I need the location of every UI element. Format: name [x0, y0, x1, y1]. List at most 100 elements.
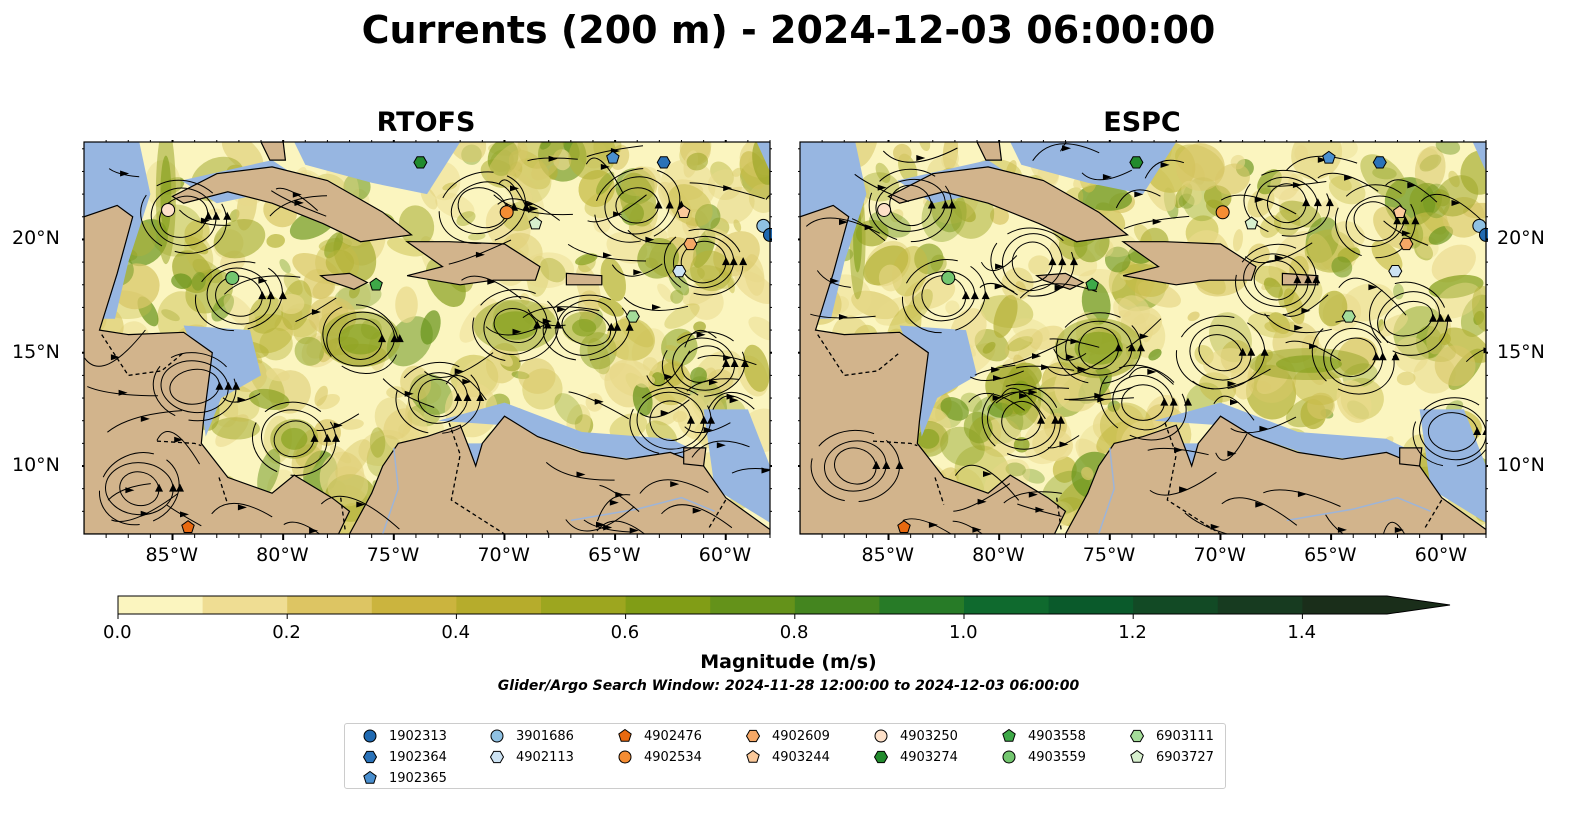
lon-tick-label: 65°W	[588, 544, 641, 566]
legend-label: 3901686	[516, 728, 574, 744]
float-marker-6903111	[625, 310, 640, 323]
colorbar-segment	[710, 596, 796, 614]
lon-tick-label: 65°W	[1304, 544, 1357, 566]
legend-label: 6903111	[1156, 728, 1214, 744]
colorbar-tick-label: 1.2	[1118, 622, 1147, 643]
colorbar-segment	[625, 596, 711, 614]
land-mask	[84, 142, 770, 534]
float-marker-4903559	[225, 270, 240, 285]
legend-item-4902534: 4902534	[616, 747, 702, 767]
float-marker-4902476	[181, 520, 195, 533]
lon-tick-label: 80°W	[256, 544, 309, 566]
colorbar-tick-label: 0.8	[779, 622, 809, 643]
colorbar-segment	[202, 596, 288, 614]
float-marker-4902534	[499, 205, 514, 220]
lon-tick-label: 70°W	[1193, 544, 1246, 566]
map-panel-espc	[798, 140, 1488, 540]
float-marker-4903274	[1129, 156, 1144, 169]
colorbar-tick-label: 1.4	[1287, 622, 1317, 643]
legend-item-4903559: 4903559	[1000, 747, 1086, 767]
legend-item-6903111: 6903111	[1128, 726, 1214, 746]
colorbar-segment	[1048, 596, 1134, 614]
legend-label: 4903274	[900, 749, 958, 765]
pentagon-marker-icon	[363, 770, 377, 784]
legend-label: 4903244	[772, 749, 830, 765]
lon-tick-label: 70°W	[477, 544, 530, 566]
hexagon-marker-icon	[362, 750, 378, 764]
float-legend: 1902313 1902364 1902365 3901686 4902113 49024…	[344, 723, 1226, 789]
colorbar-tick-label: 1.0	[949, 622, 978, 643]
lon-tick-label: 80°W	[972, 544, 1025, 566]
float-marker-4903250	[877, 202, 892, 217]
circle-marker-icon	[1002, 750, 1016, 764]
country-borders	[101, 334, 727, 534]
rivers	[1097, 447, 1431, 534]
lon-tick-label: 75°W	[1082, 544, 1136, 566]
float-marker-6903727	[528, 216, 543, 230]
legend-label: 4903558	[1028, 728, 1086, 744]
float-marker-4902113	[1388, 265, 1403, 278]
float-marker-4902609	[1399, 237, 1414, 251]
lat-tick-label: 15°N	[1497, 340, 1545, 363]
axis-ticks	[82, 140, 772, 540]
lon-tick-label: 85°W	[861, 544, 914, 566]
pentagon-marker-icon	[746, 749, 760, 763]
lat-tick-label: 10°N	[1497, 454, 1545, 477]
hexagon-marker-icon	[489, 750, 505, 764]
legend-item-4902113: 4902113	[488, 747, 574, 767]
float-marker-4902534	[1215, 205, 1230, 220]
panel-title-espc: ESPC	[1103, 107, 1181, 138]
colorbar-tick-label: 0.4	[441, 622, 471, 643]
lon-tick-label: 60°W	[1414, 544, 1468, 566]
pentagon-marker-icon	[618, 728, 632, 742]
circle-marker-icon	[874, 729, 888, 743]
hexagon-marker-icon	[873, 750, 889, 764]
colorbar-tick-label: 0.6	[610, 622, 640, 643]
colorbar-extend-arrow	[1387, 596, 1450, 614]
colorbar-tick-label: 0.2	[272, 622, 301, 643]
legend-label: 1902365	[389, 770, 447, 786]
colorbar-segment	[794, 596, 880, 614]
legend-label: 4902609	[772, 728, 830, 744]
panel-title-rtofs: RTOFS	[376, 107, 476, 138]
current-streamlines	[84, 145, 770, 534]
lon-tick-label: 75°W	[366, 544, 420, 566]
colorbar-segment	[1133, 596, 1219, 614]
legend-label: 4902476	[644, 728, 702, 744]
legend-label: 4902113	[516, 749, 574, 765]
float-marker-4903244	[676, 205, 691, 219]
legend-item-4902476: 4902476	[616, 726, 702, 746]
legend-item-1902364: 1902364	[361, 747, 447, 767]
float-marker-4902609	[683, 237, 698, 251]
legend-item-4903244: 4903244	[744, 747, 830, 767]
legend-label: 6903727	[1156, 749, 1214, 765]
figure-title: Currents (200 m) - 2024-12-03 06:00:00	[361, 8, 1216, 52]
float-marker-1902364	[1372, 156, 1387, 169]
float-marker-1902365	[606, 150, 620, 164]
lon-tick-label: 85°W	[145, 544, 198, 566]
lon-tick-label: 60°W	[698, 544, 752, 566]
colorbar-segment	[879, 596, 965, 614]
legend-item-6903727: 6903727	[1128, 747, 1214, 767]
circle-marker-icon	[618, 750, 632, 764]
legend-item-3901686: 3901686	[488, 726, 574, 746]
legend-item-4903250: 4903250	[872, 726, 958, 746]
map-frame	[83, 141, 771, 535]
float-marker-4903244	[1392, 205, 1407, 219]
map-panel-rtofs	[82, 140, 772, 540]
map-frame	[799, 141, 1487, 535]
float-markers	[877, 150, 1488, 533]
lat-tick-label: 20°N	[12, 227, 60, 250]
colorbar-segment	[1217, 596, 1303, 614]
colorbar-tick-label: 0.0	[103, 622, 132, 643]
lat-tick-label: 15°N	[12, 340, 60, 363]
float-marker-4902113	[672, 265, 687, 278]
legend-item-4903558: 4903558	[1000, 726, 1086, 746]
lat-tick-label: 20°N	[1497, 227, 1545, 250]
legend-label: 4902534	[644, 749, 702, 765]
float-marker-6903727	[1244, 216, 1259, 230]
colorbar-segment	[287, 596, 373, 614]
float-marker-1902364	[656, 156, 671, 169]
legend-item-4902609: 4902609	[744, 726, 830, 746]
axis-ticks	[798, 140, 1488, 540]
